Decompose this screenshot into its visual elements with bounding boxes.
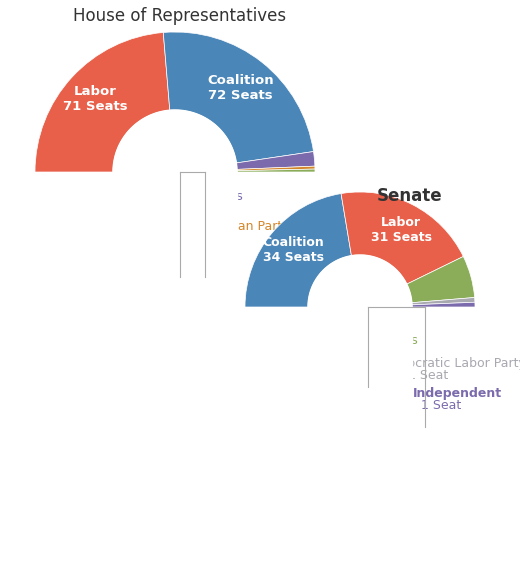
Text: Greens: Greens: [363, 322, 408, 335]
Wedge shape: [237, 166, 315, 171]
Text: 1 Seat: 1 Seat: [421, 399, 461, 412]
Wedge shape: [237, 169, 315, 172]
Polygon shape: [308, 255, 412, 307]
Text: Labor
71 Seats: Labor 71 Seats: [63, 85, 128, 112]
Text: 5 Seats: 5 Seats: [167, 202, 214, 215]
Text: Democratic Labor Party: Democratic Labor Party: [378, 357, 520, 370]
Wedge shape: [412, 302, 475, 307]
Text: 9 Seats: 9 Seats: [371, 334, 418, 347]
Text: 1 Seat: 1 Seat: [173, 232, 213, 245]
Text: 1 Seat: 1 Seat: [178, 262, 219, 275]
Text: House of Representatives: House of Representatives: [73, 7, 287, 25]
Text: Coalition
72 Seats: Coalition 72 Seats: [207, 74, 274, 102]
Text: Coalition
34 Seats: Coalition 34 Seats: [263, 236, 324, 264]
Text: Independent: Independent: [413, 387, 502, 400]
Wedge shape: [412, 297, 475, 305]
Text: 1 Seat: 1 Seat: [408, 369, 448, 382]
Wedge shape: [245, 193, 352, 307]
Polygon shape: [113, 110, 237, 172]
Text: Greens: Greens: [175, 250, 219, 263]
Wedge shape: [35, 33, 170, 172]
Text: Katter's Australian Party: Katter's Australian Party: [137, 220, 289, 233]
Text: Senate: Senate: [377, 187, 443, 205]
Wedge shape: [236, 152, 315, 169]
Wedge shape: [341, 192, 463, 284]
Wedge shape: [407, 256, 475, 303]
Text: Independents: Independents: [158, 190, 243, 203]
Text: Labor
31 Seats: Labor 31 Seats: [371, 216, 432, 244]
Wedge shape: [163, 32, 314, 163]
